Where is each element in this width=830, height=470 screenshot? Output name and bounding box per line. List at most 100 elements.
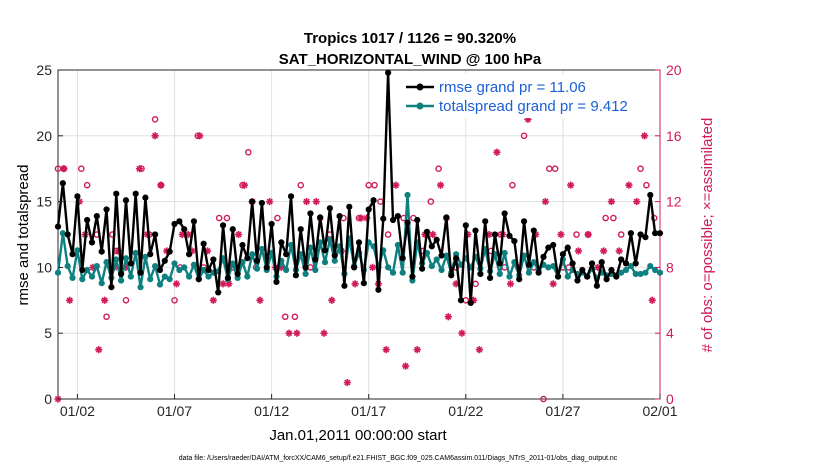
- totalspread-point: [137, 284, 144, 291]
- rmse-point: [491, 231, 499, 238]
- obs-possible-marker: [573, 231, 580, 238]
- rmse-point: [584, 273, 591, 280]
- y-right-ticks: 0 4 8 12 16 20: [655, 62, 682, 407]
- rmse-point: [414, 216, 421, 224]
- asterisk-stroke: [157, 182, 165, 189]
- obs-assimilated-marker: [633, 198, 641, 206]
- obs-assimilated-marker: [444, 313, 452, 321]
- obs-possible-marker: [245, 148, 252, 156]
- obs-possible-marker: [643, 181, 650, 189]
- rmse-point: [161, 257, 168, 264]
- rmse-point: [215, 289, 222, 296]
- obs-assimilated-marker: [382, 346, 390, 354]
- asterisk-stroke: [152, 132, 159, 139]
- rmse-point: [151, 231, 159, 238]
- y-left-tick-label: 20: [36, 128, 52, 144]
- totalspread-point: [331, 257, 338, 264]
- obs-possible-marker: [274, 214, 281, 222]
- asterisk-stroke: [575, 247, 582, 255]
- totalspread-point: [79, 276, 86, 283]
- rmse-point: [195, 276, 202, 283]
- totalspread-point: [166, 276, 173, 283]
- totalspread-point: [321, 259, 329, 266]
- rmse-point: [545, 244, 552, 251]
- totalspread-point: [200, 266, 207, 274]
- rmse-point: [234, 270, 241, 278]
- rmse-point: [467, 299, 474, 307]
- obs-assimilated-marker: [600, 247, 608, 255]
- rmse-point: [297, 226, 304, 233]
- rmse-point: [122, 197, 130, 204]
- obs-assimilated-marker: [506, 280, 515, 288]
- y-left-tick-label: 25: [36, 62, 52, 78]
- obs-possible-marker: [78, 165, 85, 172]
- obs-assimilated-marker: [151, 132, 159, 140]
- rmse-point: [656, 230, 664, 237]
- asterisk-stroke: [357, 214, 365, 222]
- rmse-point: [64, 231, 71, 238]
- totalspread-point: [127, 273, 134, 280]
- totalspread-point: [637, 270, 644, 278]
- asterisk-stroke: [266, 198, 273, 205]
- obs-assimilated-marker: [368, 263, 377, 271]
- rmse-point: [200, 240, 207, 247]
- x-ticks: 01/02 01/07 01/12 01/17 01/22 01/27 02/01: [60, 394, 678, 419]
- rmse-point: [419, 265, 426, 272]
- rmse-point: [579, 266, 586, 274]
- rmse-point: [506, 232, 513, 239]
- totalspread-point: [244, 273, 251, 280]
- obs-possible-marker: [83, 181, 91, 189]
- rmse-point: [278, 239, 285, 246]
- rmse-point: [351, 264, 358, 271]
- obs-assimilated-marker: [584, 230, 592, 239]
- obs-assimilated-marker: [235, 230, 243, 239]
- y-left-tick-label: 0: [44, 391, 52, 407]
- rmse-point: [229, 226, 236, 233]
- rmse-point: [516, 276, 523, 283]
- asterisk-stroke: [320, 330, 328, 337]
- totalspread-point: [656, 269, 664, 276]
- asterisk-stroke: [608, 198, 615, 205]
- obs-assimilated-marker: [196, 132, 204, 140]
- rmse-point: [346, 203, 353, 210]
- totalspread-point: [399, 269, 406, 276]
- y-left-tick-label: 5: [44, 325, 52, 341]
- obs-assimilated-marker: [293, 329, 301, 337]
- rmse-point: [564, 244, 571, 251]
- totalspread-point: [98, 280, 105, 287]
- rmse-point: [224, 274, 232, 282]
- totalspread-point: [545, 264, 552, 271]
- asterisk-stroke: [313, 198, 320, 205]
- rmse-point: [622, 260, 630, 267]
- data-file-footnote: data file: /Users/raeder/DAI/ATM_forcXX/…: [179, 455, 618, 462]
- asterisk-stroke: [429, 231, 436, 238]
- rmse-point: [244, 255, 251, 262]
- asterisk-stroke: [344, 379, 351, 386]
- y-right-tick-label: 16: [666, 128, 682, 144]
- totalspread-point: [156, 281, 164, 288]
- rmse-point: [452, 255, 460, 262]
- rmse-point: [457, 297, 465, 304]
- totalspread-point: [253, 265, 261, 272]
- totalspread-point: [118, 277, 125, 284]
- asterisk-stroke: [256, 297, 264, 304]
- asterisk-stroke: [136, 165, 143, 172]
- obs-possible-marker: [546, 165, 553, 172]
- rmse-point: [118, 270, 125, 278]
- y-right-tick-label: 4: [666, 325, 674, 341]
- rmse-point: [113, 190, 120, 197]
- rmse-point: [253, 257, 261, 264]
- chart-title-line1: Tropics 1017 / 1126 = 90.320%: [304, 30, 516, 47]
- asterisk-stroke: [392, 182, 399, 189]
- obs-possible-marker: [435, 165, 442, 172]
- legend-rmse-label: rmse grand pr = 11.06: [439, 79, 586, 96]
- obs-assimilated-marker: [574, 247, 583, 255]
- obs-assimilated-marker: [343, 378, 351, 387]
- obs-assimilated-marker: [351, 280, 359, 288]
- totalspread-point: [84, 266, 91, 274]
- rmse-point: [375, 286, 382, 293]
- asterisk-stroke: [649, 297, 656, 304]
- rmse-point: [433, 236, 440, 243]
- obs-possible-marker: [617, 231, 625, 238]
- totalspread-point: [326, 236, 333, 243]
